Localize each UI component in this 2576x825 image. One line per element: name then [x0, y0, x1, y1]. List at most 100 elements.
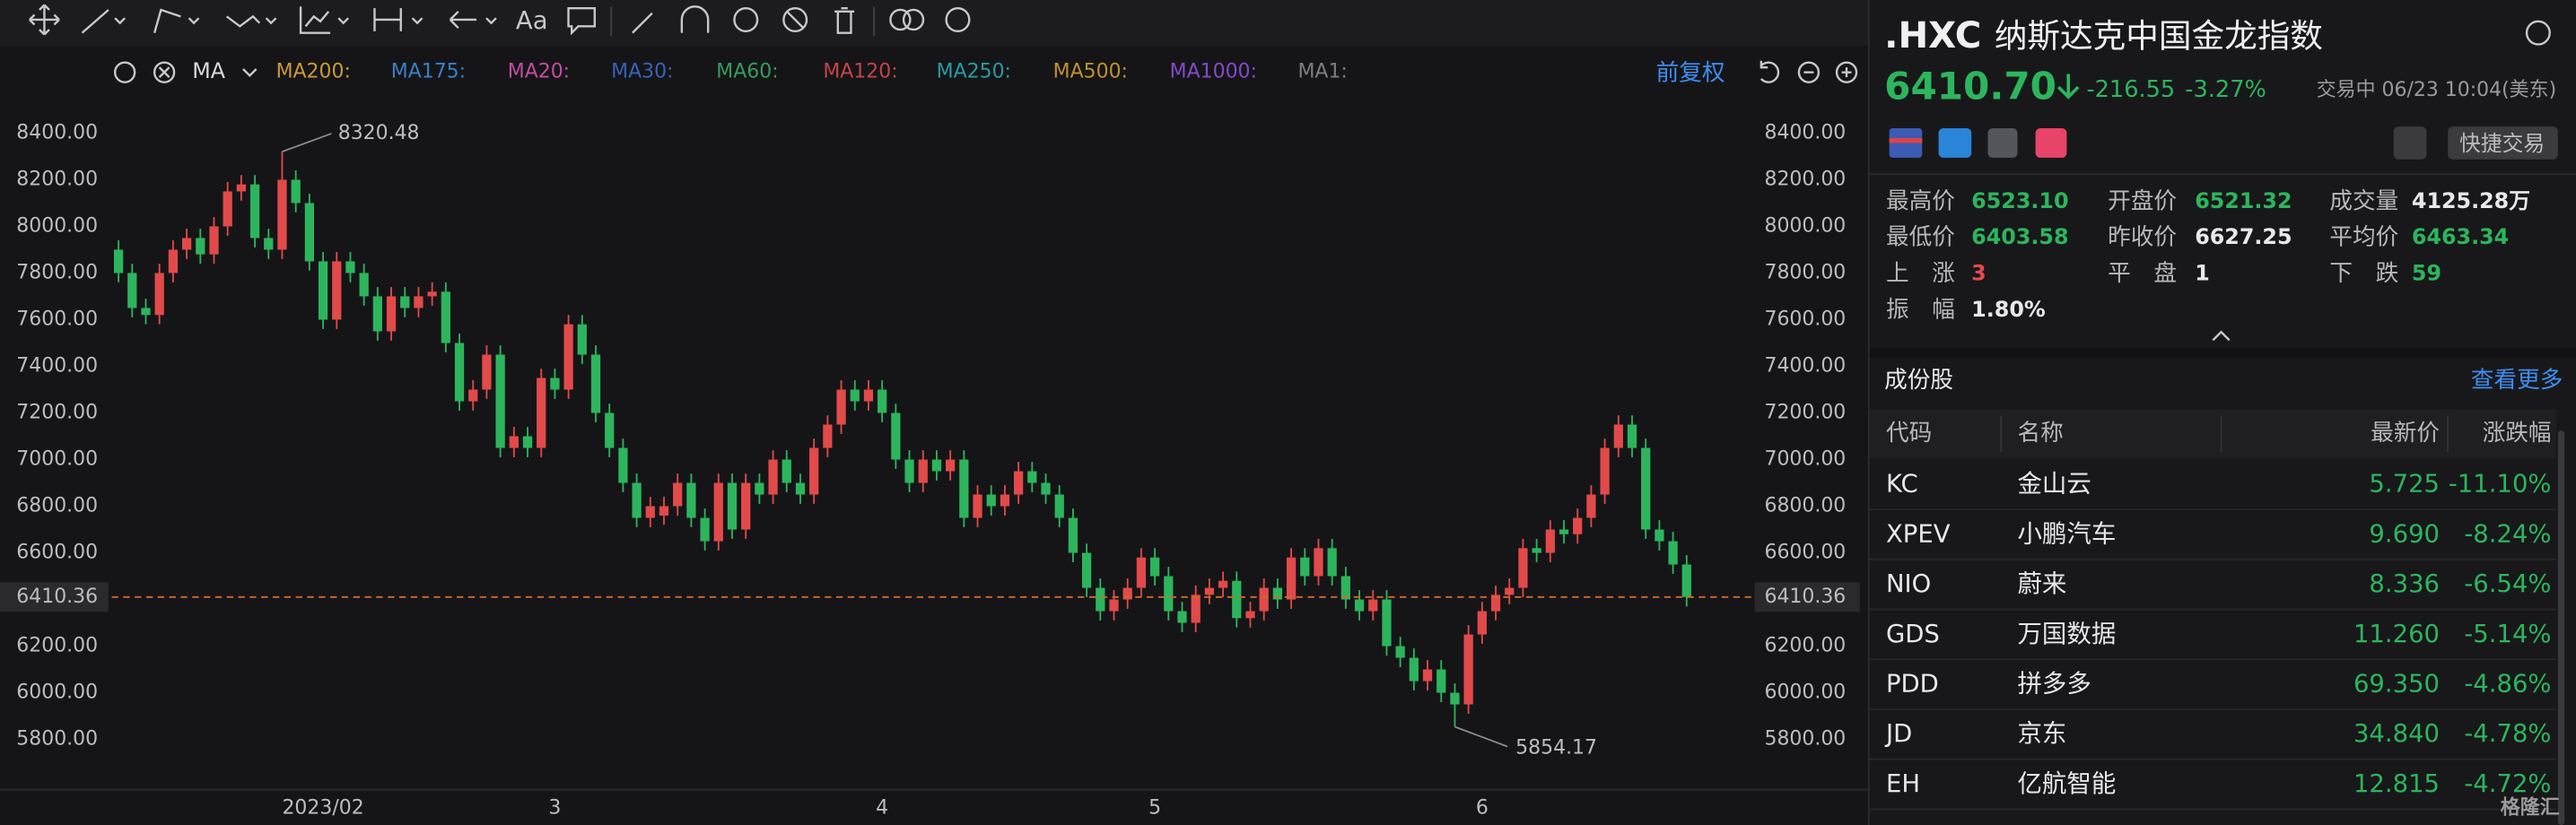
ma-line-label: MA30:	[611, 61, 673, 83]
ma-label[interactable]: MA	[192, 58, 226, 83]
arrow-icon[interactable]	[449, 10, 476, 29]
y-tick-label: 7400.00	[16, 354, 98, 377]
y-tick-label-right: 7200.00	[1764, 401, 1846, 423]
y-tick-label: 6800.00	[16, 494, 98, 517]
table-cell: 万国数据	[2017, 621, 2116, 648]
tag-icon[interactable]	[1938, 127, 1972, 158]
table-cell: -8.24%	[2464, 520, 2551, 548]
y-tick-label: 7600.00	[16, 308, 98, 330]
candle-body	[618, 447, 628, 483]
candle-body	[495, 354, 505, 448]
section-title: 成份股	[1884, 367, 1953, 394]
channel-icon[interactable]	[153, 8, 181, 33]
table-cell: -4.72%	[2464, 770, 2551, 798]
zoom-out[interactable]	[1797, 61, 1821, 83]
stat-value: 6627.25	[2195, 224, 2292, 249]
table-cell: EH	[1886, 770, 1920, 798]
magnet-icon[interactable]	[680, 5, 710, 33]
link-icon[interactable]	[889, 8, 912, 31]
dropdown[interactable]	[411, 17, 424, 25]
candle-body	[414, 296, 424, 308]
dropdown[interactable]	[485, 17, 497, 25]
candle-body	[713, 482, 723, 542]
table-cell: 蔚来	[2017, 570, 2066, 598]
dropdown[interactable]	[188, 17, 200, 25]
link-icon	[902, 8, 925, 31]
hide-icon[interactable]	[782, 6, 808, 33]
line-icon[interactable]	[81, 9, 109, 34]
candle-body	[1218, 580, 1228, 588]
table-cell: 5.725	[2369, 471, 2440, 499]
candle-body	[550, 378, 560, 390]
candle-body	[1272, 587, 1282, 600]
stat-value: 6523.10	[1971, 188, 2068, 213]
settings-icon[interactable]	[945, 6, 971, 33]
settings-icon[interactable]	[2525, 20, 2551, 46]
table-header-cell: 最新价	[2371, 420, 2440, 447]
candle-body	[741, 482, 751, 530]
trade-button-label[interactable]: 快捷交易	[2459, 131, 2545, 156]
candle-body	[386, 296, 397, 332]
candle-body	[1177, 611, 1187, 623]
trade-button[interactable]	[2448, 126, 2558, 160]
candle-body	[345, 261, 355, 274]
candle-body	[1641, 447, 1651, 530]
measure-icon[interactable]	[373, 8, 402, 31]
dropdown[interactable]	[337, 17, 350, 25]
toolbar-icons	[29, 4, 971, 37]
alert-icon[interactable]	[2393, 126, 2427, 160]
table-cell: NIO	[1886, 570, 1931, 598]
note-icon[interactable]	[567, 6, 597, 36]
list-icon[interactable]	[1987, 127, 2018, 158]
ma-line-label: MA500:	[1053, 61, 1128, 83]
collapse-icon[interactable]	[2212, 330, 2231, 342]
dropdown[interactable]	[114, 17, 126, 25]
candle-body	[454, 343, 465, 402]
close-icon[interactable]	[153, 61, 176, 83]
fib-icon[interactable]	[299, 6, 331, 34]
candle-body	[959, 459, 969, 518]
wave-icon[interactable]	[225, 14, 261, 28]
adjust-toggle[interactable]: 前复权	[1656, 59, 1725, 86]
candle-body	[1054, 494, 1064, 518]
candle-body	[823, 424, 833, 448]
ma-line-label: MA175:	[391, 61, 466, 83]
table-cell: -4.78%	[2464, 720, 2551, 748]
settings-icon[interactable]	[113, 61, 136, 83]
candle-body	[127, 273, 137, 308]
stat-label: 成交量	[2329, 187, 2398, 214]
text-tool[interactable]: Aa	[516, 7, 548, 35]
candle-body	[1027, 471, 1037, 483]
candle-body	[1613, 424, 1623, 448]
more-link[interactable]: 查看更多	[2471, 367, 2563, 394]
scrollbar[interactable]	[2557, 430, 2565, 825]
candle-body	[1286, 557, 1297, 600]
zoom-in[interactable]	[1835, 61, 1858, 83]
y-tick-label-right: 6600.00	[1764, 542, 1846, 564]
y-tick-label-right: 6800.00	[1764, 494, 1846, 517]
dropdown[interactable]	[265, 17, 277, 25]
y-tick-label-right: 6200.00	[1764, 635, 1846, 657]
y-tick-label-right: 6000.00	[1764, 682, 1846, 704]
candle-body	[196, 238, 205, 255]
table-cell: -6.54%	[2464, 570, 2551, 598]
candle-body	[1000, 494, 1010, 507]
reset-icon[interactable]	[1760, 60, 1780, 83]
lock-icon[interactable]	[733, 6, 759, 33]
zoom-in-plus	[1841, 67, 1852, 78]
ma-legend: MA200: MA175: MA20: MA30: MA60: MA120: MA250: M…	[276, 61, 1348, 83]
pen-icon[interactable]	[632, 12, 653, 34]
index-name: 纳斯达克中国金龙指数	[1995, 17, 2323, 56]
fav-icon[interactable]	[2035, 127, 2067, 158]
dropdown[interactable]	[242, 68, 258, 77]
move-icon[interactable]	[29, 4, 60, 36]
change: -216.55	[2086, 76, 2175, 103]
candle-body	[1096, 587, 1105, 612]
status: 交易中 06/23 10:04(美东)	[2317, 79, 2556, 101]
stat-value: 6403.58	[1971, 224, 2068, 249]
y-tick-label: 6600.00	[16, 542, 98, 564]
candle-body	[809, 447, 819, 495]
y-tick-label: 6200.00	[16, 635, 98, 657]
trash-icon[interactable]	[834, 6, 855, 34]
candle-body	[918, 459, 928, 483]
